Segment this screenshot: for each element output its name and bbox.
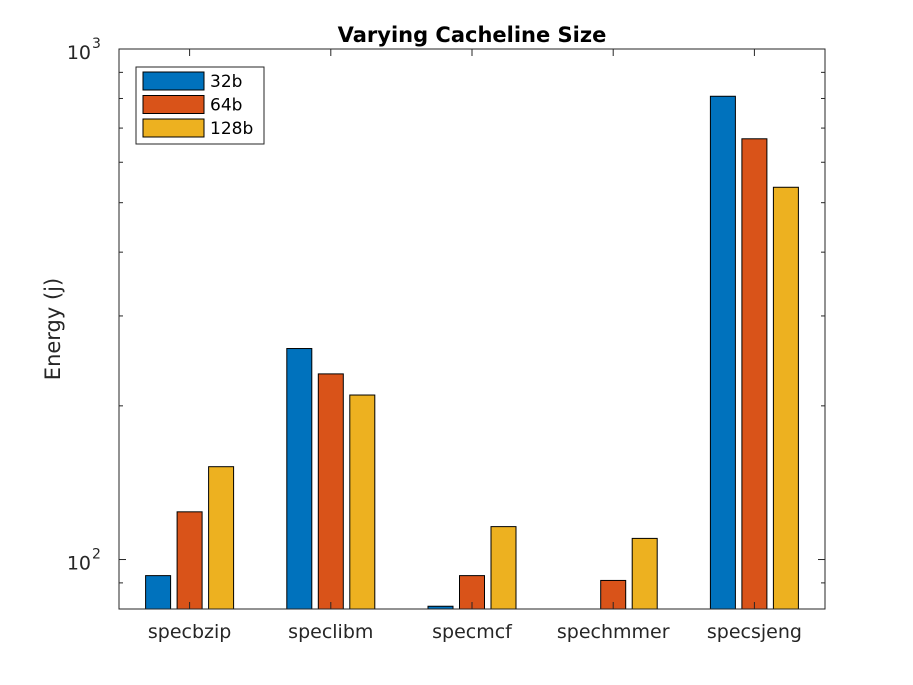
- bar-speclibm-128b: [349, 394, 376, 609]
- x-tick-label-specmcf: specmcf: [432, 621, 513, 643]
- bar-specbzip-128b: [208, 466, 235, 609]
- y-tick-label-100: 10: [67, 553, 91, 575]
- y-tick-exponent-100: 2: [92, 547, 101, 563]
- y-tick-exponent-1000: 3: [92, 36, 101, 52]
- legend-swatch-64b: [142, 95, 205, 114]
- bars-group: [145, 95, 799, 609]
- bar-specmcf-128b: [490, 526, 517, 609]
- chart-title: Varying Cacheline Size: [338, 23, 607, 47]
- bar-specsjeng-64b: [741, 138, 768, 609]
- bar-spechmmer-128b: [631, 537, 658, 609]
- legend-swatch-32b: [142, 71, 205, 91]
- bar-specbzip-32b: [145, 575, 172, 609]
- x-tick-label-speclibm: speclibm: [288, 621, 373, 643]
- legend: 32b 64b 128b: [135, 66, 265, 145]
- bar-specbzip-64b: [176, 511, 203, 609]
- legend-label-64b: 64b: [210, 96, 242, 116]
- legend-swatch-128b: [142, 118, 205, 138]
- legend-label-32b: 32b: [210, 72, 242, 92]
- x-tick-labels: specbzip speclibm specmcf spechmmer specsjen…: [148, 621, 802, 643]
- y-tick-label-1000: 10: [67, 42, 91, 64]
- x-tick-label-spechmmer: spechmmer: [557, 621, 670, 643]
- x-tick-label-specsjeng: specsjeng: [707, 621, 802, 643]
- y-axis-label: Energy (j): [41, 278, 65, 380]
- ticks-group: [119, 48, 825, 610]
- bar-speclibm-64b: [317, 373, 344, 609]
- bar-specsjeng-128b: [772, 186, 799, 609]
- x-tick-label-specbzip: specbzip: [148, 621, 231, 643]
- bar-specsjeng-32b: [709, 95, 736, 609]
- bar-specmcf-32b: [427, 605, 454, 609]
- bar-speclibm-32b: [286, 348, 313, 609]
- legend-label-128b: 128b: [210, 119, 253, 139]
